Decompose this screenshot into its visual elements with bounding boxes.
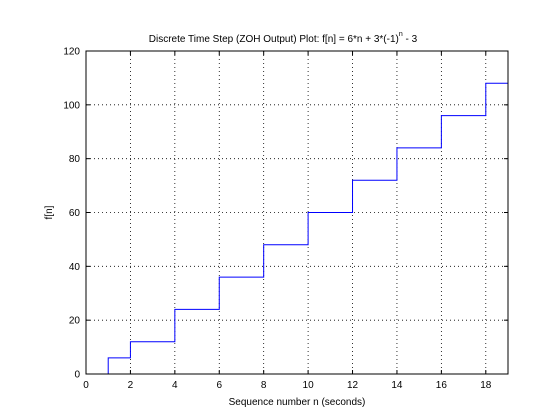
tick-marks — [85, 50, 508, 375]
x-tick-label: 10 — [303, 380, 315, 391]
y-tick-labels: 0 20 40 60 80 100 120 — [63, 47, 80, 381]
series-line — [107, 82, 508, 374]
x-tick-label: 0 — [83, 380, 89, 391]
y-tick-label: 40 — [69, 262, 81, 273]
y-tick-label: 80 — [69, 154, 81, 165]
y-tick-label: 20 — [69, 316, 81, 327]
chart-title-tail: - 3 — [403, 34, 418, 45]
x-tick-label: 16 — [436, 380, 448, 391]
x-tick-label: 12 — [347, 380, 359, 391]
y-tick-label: 120 — [63, 47, 80, 58]
x-tick-label: 14 — [391, 380, 403, 391]
x-tick-labels: 0 2 4 6 8 10 12 14 16 18 — [83, 380, 492, 391]
y-axis-label: f[n] — [44, 205, 55, 219]
x-tick-label: 8 — [261, 380, 267, 391]
y-tick-label: 100 — [63, 100, 80, 111]
x-tick-label: 18 — [480, 380, 492, 391]
chart-title-main: Discrete Time Step (ZOH Output) Plot: f[… — [149, 34, 399, 45]
x-tick-label: 4 — [172, 380, 178, 391]
x-tick-label: 6 — [216, 380, 222, 391]
x-axis-label: Sequence number n (seconds) — [229, 397, 366, 408]
chart-title: Discrete Time Step (ZOH Output) Plot: f[… — [149, 31, 418, 45]
chart-title-superscript: n — [399, 31, 403, 38]
y-tick-label: 60 — [69, 208, 81, 219]
plot-area — [86, 51, 508, 374]
series-layer — [107, 82, 508, 374]
x-tick-label: 2 — [128, 380, 134, 391]
y-tick-label: 0 — [74, 370, 80, 381]
